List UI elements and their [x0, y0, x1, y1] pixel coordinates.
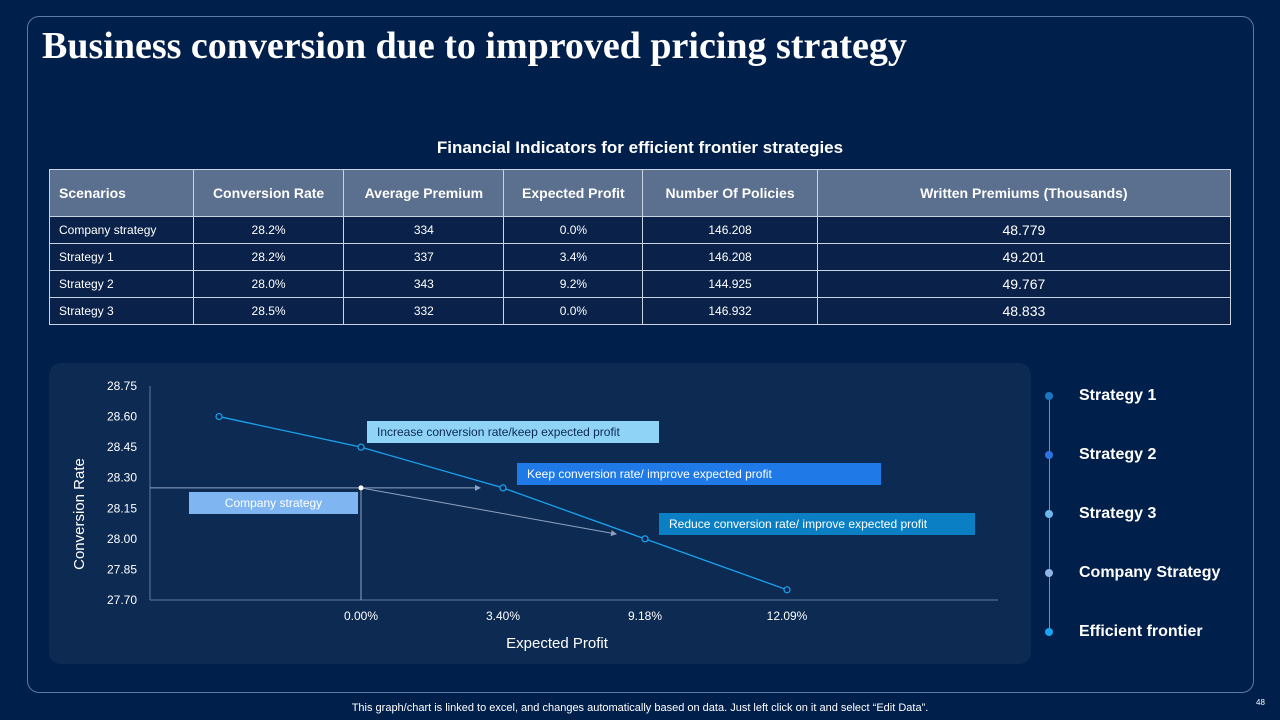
- x-tick-label: 0.00%: [344, 609, 378, 623]
- table-cell: 146.932: [642, 297, 818, 325]
- annotation-label: Increase conversion rate/keep expected p…: [377, 425, 620, 439]
- annotation-box: [659, 513, 975, 535]
- arrow-reduce-conversion: [360, 487, 617, 537]
- legend-label: Efficient frontier: [1079, 623, 1203, 640]
- x-tick-label: 3.40%: [486, 609, 520, 623]
- column-header: Conversion Rate: [192, 169, 345, 217]
- annotation-box: [189, 492, 358, 514]
- legend-item: Efficient frontier: [1040, 622, 1203, 642]
- y-tick-label: 27.85: [107, 562, 137, 576]
- y-tick-label: 28.15: [107, 501, 137, 515]
- table-cell: 337: [343, 243, 505, 271]
- table-cell: Strategy 1: [49, 243, 194, 271]
- data-point: [499, 484, 507, 492]
- column-header: Number Of Policies: [642, 169, 818, 217]
- table-cell: Strategy 2: [49, 270, 194, 298]
- page-title: Business conversion due to improved pric…: [42, 25, 907, 67]
- table-cell: 332: [343, 297, 505, 325]
- x-axis-title: Expected Profit: [506, 635, 609, 652]
- annotation-box: [517, 463, 881, 485]
- table-title: Financial Indicators for efficient front…: [436, 138, 844, 157]
- column-header: Scenarios: [49, 169, 194, 217]
- table-cell: 0.0%: [503, 297, 644, 325]
- y-axis-title: Conversion Rate: [71, 458, 88, 570]
- data-point: [215, 412, 223, 421]
- table-row: Strategy 2 28.0% 343 9.2% 144.925 49.767: [49, 270, 1232, 298]
- table-cell: Company strategy: [49, 216, 194, 244]
- data-point: [641, 535, 649, 543]
- company-point: [358, 485, 364, 491]
- legend-label: Strategy 1: [1079, 387, 1157, 404]
- legend-item: Company Strategy: [1040, 563, 1220, 583]
- financial-table: Scenarios Conversion Rate Average Premium E…: [49, 169, 1232, 325]
- annotation-box: [367, 421, 659, 443]
- legend-dot-icon: [1045, 628, 1053, 636]
- column-header: Average Premium: [343, 169, 505, 217]
- table-row: Strategy 1 28.2% 337 3.4% 146.208 49.201: [49, 243, 1232, 271]
- table-cell: 0.0%: [503, 216, 644, 244]
- legend-label: Strategy 3: [1079, 505, 1157, 522]
- table-cell: Strategy 3: [49, 297, 194, 325]
- legend-label: Company Strategy: [1079, 564, 1221, 581]
- legend-dot-icon: [1045, 510, 1053, 518]
- table-row: Company strategy 28.2% 334 0.0% 146.208 48.77…: [49, 216, 1232, 244]
- legend-dot-icon: [1045, 392, 1053, 400]
- table-cell: 144.925: [642, 270, 818, 298]
- y-tick-label: 28.45: [107, 440, 137, 454]
- table-row: Strategy 3 28.5% 332 0.0% 146.932 48.833: [49, 297, 1232, 325]
- legend-item: Strategy 2: [1040, 445, 1156, 465]
- table-cell: 3.4%: [503, 243, 644, 271]
- page-number: 48: [1256, 698, 1265, 707]
- table-cell: 9.2%: [503, 270, 644, 298]
- legend-label: Strategy 2: [1079, 446, 1157, 463]
- annotation-label: Reduce conversion rate/ improve expected…: [669, 517, 928, 531]
- table-cell: 28.5%: [192, 297, 345, 325]
- table-cell: 146.208: [642, 216, 818, 244]
- footer-note: This graph/chart is linked to excel, and…: [351, 702, 929, 714]
- data-point: [357, 443, 365, 451]
- table-cell: 28.2%: [192, 216, 345, 244]
- table-cell: 334: [343, 216, 505, 244]
- table-cell: 48.833: [816, 297, 1232, 325]
- y-tick-label: 28.75: [107, 379, 137, 393]
- legend-dot-icon: [1045, 451, 1053, 459]
- x-tick-label: 12.09%: [767, 609, 808, 623]
- data-point: [783, 586, 791, 594]
- column-header: Written Premiums (Thousands): [816, 169, 1232, 217]
- y-tick-label: 28.30: [107, 471, 137, 485]
- y-tick-label: 27.70: [107, 593, 137, 607]
- slide-frame: [27, 16, 1254, 693]
- table-cell: 49.201: [816, 243, 1232, 271]
- annotation-label: Company strategy: [225, 496, 322, 510]
- table-cell: 146.208: [642, 243, 818, 271]
- legend-dot-icon: [1045, 569, 1053, 577]
- table-cell: 28.0%: [192, 270, 345, 298]
- legend-item: Strategy 3: [1040, 504, 1156, 524]
- legend: Strategy 1 Strategy 2 Strategy 3 Company St…: [1040, 380, 1240, 650]
- legend-item: Strategy 1: [1040, 386, 1156, 406]
- annotation-label: Keep conversion rate/ improve expected p…: [527, 467, 772, 481]
- x-tick-label: 9.18%: [628, 609, 662, 623]
- y-tick-label: 28.00: [107, 532, 137, 546]
- column-header: Expected Profit: [503, 169, 644, 217]
- y-tick-label: 28.60: [107, 410, 137, 424]
